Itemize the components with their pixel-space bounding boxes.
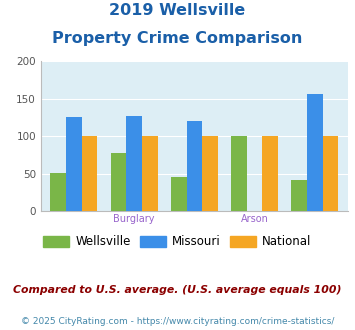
Bar (186, 121, 202, 211)
Bar (142, 136, 158, 211)
Bar (231, 136, 247, 211)
Text: 2019 Wellsville: 2019 Wellsville (109, 3, 246, 18)
Bar (111, 153, 126, 211)
Bar (262, 136, 278, 211)
Bar (82, 136, 97, 211)
Legend: Wellsville, Missouri, National: Wellsville, Missouri, National (39, 231, 316, 253)
Bar (126, 116, 142, 211)
Bar (323, 136, 338, 211)
Text: Property Crime Comparison: Property Crime Comparison (52, 31, 303, 46)
Text: © 2025 CityRating.com - https://www.cityrating.com/crime-statistics/: © 2025 CityRating.com - https://www.city… (21, 317, 334, 326)
Bar (66, 117, 82, 211)
Bar (50, 173, 66, 211)
Bar (291, 181, 307, 211)
Bar (307, 94, 323, 211)
Bar (202, 136, 218, 211)
Bar (171, 177, 186, 211)
Text: Compared to U.S. average. (U.S. average equals 100): Compared to U.S. average. (U.S. average … (13, 285, 342, 295)
